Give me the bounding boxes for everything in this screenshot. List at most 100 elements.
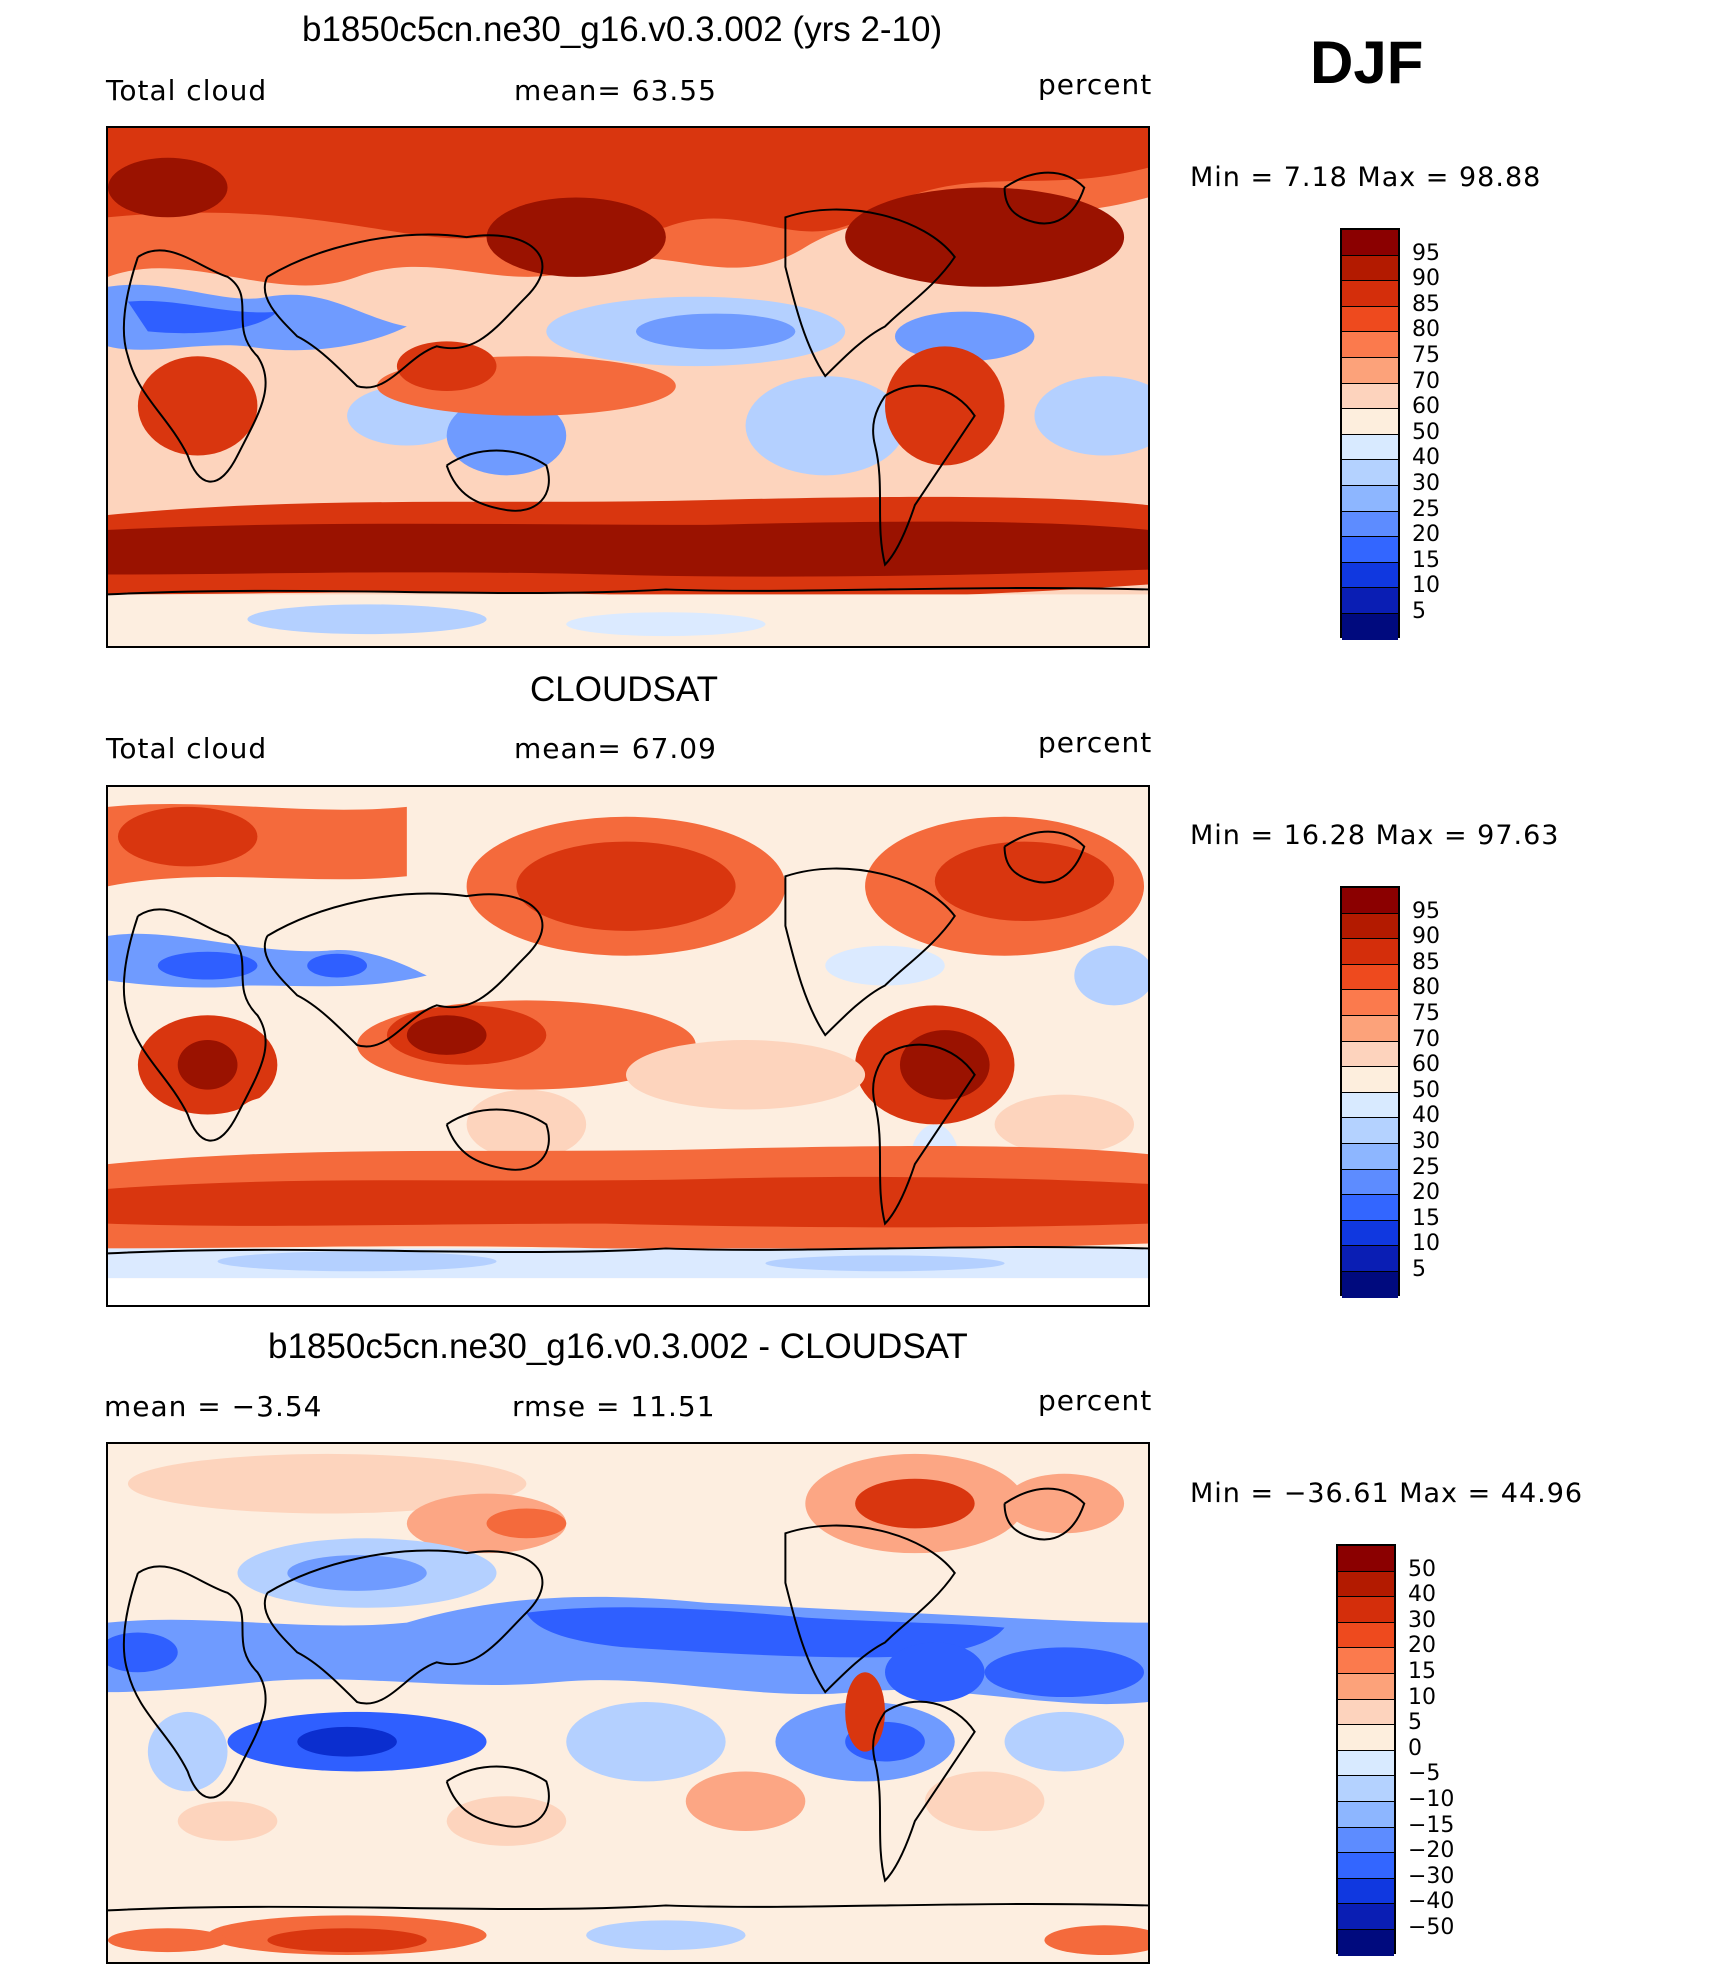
colorbar-segment [1338,1597,1394,1623]
colorbar-segment [1342,1169,1398,1196]
colorbar-segment [1342,1067,1398,1093]
colorbar-segment [1342,281,1398,307]
panel1-units-label: percent [1038,68,1153,101]
panel2-minmax: Min = 16.28 Max = 97.63 [1190,820,1560,851]
panel2-title: CLOUDSAT [530,670,718,709]
colorbar-swatches [1340,228,1400,640]
colorbar-segment [1338,1546,1394,1572]
colorbar-tick-label: 25 [1412,1154,1440,1180]
colorbar-segment [1342,1092,1398,1119]
colorbar-tick-label: 75 [1412,1001,1440,1026]
colorbar-segment [1342,1195,1398,1221]
colorbar-tick-label: 15 [1412,1205,1440,1231]
panel2-map-plot [108,787,1148,1305]
colorbar-segment [1342,562,1398,589]
colorbar-tick-label: 50 [1412,1077,1440,1103]
colorbar-tick-label: 85 [1412,949,1440,975]
colorbar-swatches [1336,1544,1396,1956]
colorbar-segment [1342,1144,1398,1170]
panel2-map [106,785,1150,1307]
season-label: DJF [1310,29,1424,96]
colorbar-segment [1342,383,1398,410]
colorbar-tick-label: 40 [1412,445,1440,471]
colorbar-tick-label: 20 [1412,1180,1440,1206]
colorbar-tick-label: 40 [1412,1103,1440,1129]
colorbar-tick-label: 5 [1412,599,1426,624]
colorbar-segment [1338,1648,1394,1674]
colorbar-tick-label: 50 [1412,419,1440,445]
colorbar-tick-label: 20 [1408,1633,1436,1659]
colorbar-segment [1342,434,1398,461]
colorbar-segment [1342,409,1398,435]
colorbar-segment [1342,964,1398,991]
colorbar-segment [1342,1272,1398,1298]
colorbar-segment [1342,1016,1398,1042]
colorbar-segment [1342,306,1398,333]
colorbar-segment [1342,1118,1398,1144]
colorbar-segment [1342,614,1398,640]
colorbar-segment [1338,1725,1394,1751]
panel1-variable-label: Total cloud [106,74,268,107]
panel1-title: b1850c5cn.ne30_g16.v0.3.002 (yrs 2-10) [302,10,943,49]
colorbar-tick-label: 50 [1408,1556,1436,1582]
colorbar-tick-label: 85 [1412,291,1440,317]
colorbar-tick-label: 40 [1408,1582,1436,1608]
colorbar-segment [1342,230,1398,256]
colorbar-tick-label: 70 [1412,368,1440,394]
colorbar-segment [1338,1904,1394,1930]
colorbar-segment [1342,537,1398,563]
panel2-variable-label: Total cloud [106,732,268,765]
colorbar-segment [1342,486,1398,512]
colorbar-tick-label: 90 [1412,266,1440,292]
colorbar-tick-label: 80 [1412,317,1440,343]
colorbar-segment [1338,1699,1394,1726]
panel1-mean-label: mean= 63.55 [514,74,717,107]
colorbar-tick-label: 10 [1408,1684,1436,1710]
colorbar-segment [1338,1571,1394,1598]
colorbar-segment [1342,358,1398,384]
colorbar-segment [1338,1930,1394,1956]
panel1-map [106,126,1150,648]
panel1-minmax: Min = 7.18 Max = 98.88 [1190,162,1542,193]
colorbar-tick-label: −50 [1408,1915,1455,1940]
colorbar-tick-label: 20 [1412,522,1440,548]
colorbar-tick-label: 75 [1412,343,1440,368]
colorbar-segment [1338,1750,1394,1777]
panel3-title: b1850c5cn.ne30_g16.v0.3.002 - CLOUDSAT [268,1327,968,1366]
colorbar-segment [1342,913,1398,940]
panel2-mean-label: mean= 67.09 [514,732,717,765]
panel1-map-plot [108,128,1148,646]
colorbar-segment [1342,511,1398,538]
colorbar-segment [1342,990,1398,1016]
colorbar-segment [1342,588,1398,614]
colorbar-tick-label: 30 [1412,1129,1440,1154]
colorbar-tick-label: 5 [1412,1257,1426,1282]
colorbar-segment [1342,1246,1398,1272]
colorbar-segment [1342,255,1398,282]
colorbar-segment [1338,1776,1394,1802]
colorbar-tick-label: −5 [1408,1761,1441,1787]
colorbar-tick-label: 10 [1412,1231,1440,1257]
colorbar-segment [1342,1041,1398,1068]
colorbar-tick-label: 30 [1408,1607,1436,1633]
colorbar-segment [1342,1220,1398,1247]
colorbar-segment [1338,1878,1394,1905]
panel3-map-plot [108,1444,1148,1962]
colorbar-tick-label: 90 [1412,924,1440,950]
colorbar-tick-label: 80 [1412,975,1440,1001]
colorbar-tick-label: 95 [1412,898,1440,924]
colorbar-tick-label: −40 [1408,1889,1455,1915]
colorbar-tick-label: −20 [1408,1838,1455,1864]
colorbar-tick-label: 5 [1408,1710,1422,1736]
colorbar-tick-label: −15 [1408,1812,1455,1838]
colorbar-segment [1342,332,1398,358]
colorbar-tick-label: 25 [1412,496,1440,522]
colorbar-tick-label: 95 [1412,240,1440,266]
colorbar-tick-label: 10 [1412,573,1440,599]
colorbar-tick-label: 70 [1412,1026,1440,1052]
panel3-units-label: percent [1038,1384,1153,1417]
colorbar-segment [1338,1674,1394,1700]
panel3-mean-label: mean = −3.54 [104,1390,323,1423]
colorbar-segment [1338,1827,1394,1854]
colorbar-swatches [1340,886,1400,1298]
